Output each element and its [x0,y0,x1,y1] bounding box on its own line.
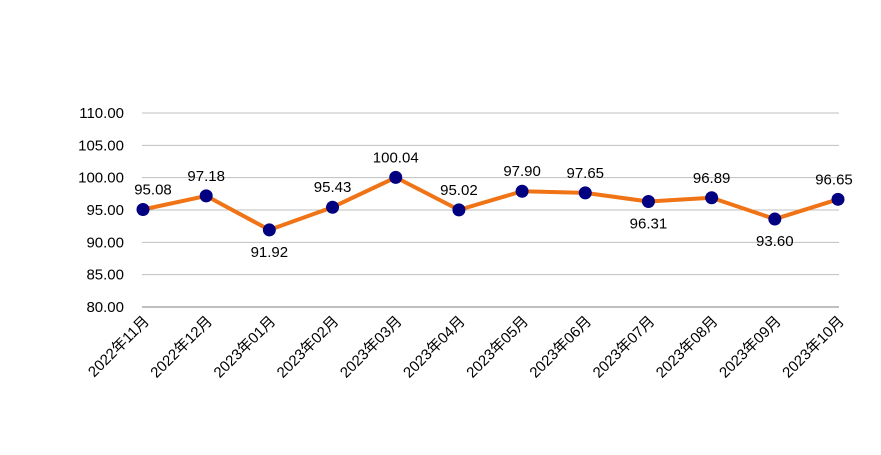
data-point-marker [831,192,845,206]
data-label: 97.65 [566,165,604,182]
data-label: 95.43 [314,179,352,196]
data-point-marker [705,191,719,205]
data-point-marker [452,203,466,217]
y-tick-label: 105.00 [78,137,124,154]
data-label: 93.60 [756,233,794,250]
y-tick-label: 110.00 [79,105,124,122]
gridlines [142,112,839,308]
x-tick-label: 2023年06月 [526,313,595,382]
x-axis-ticks: 2022年11月2022年12月2023年01月2023年02月2023年03月… [85,313,848,382]
data-point-marker [389,170,403,184]
y-tick-label: 100.00 [78,170,124,187]
data-point-marker [641,195,655,209]
y-tick-label: 95.00 [86,202,124,219]
x-tick-label: 2023年08月 [653,313,722,382]
x-tick-label: 2023年03月 [337,313,406,382]
x-tick-label: 2023年10月 [779,313,848,382]
data-point-marker [136,202,150,216]
x-tick-label: 2022年12月 [147,313,216,382]
series-line-layer [141,175,840,232]
x-tick-label: 2023年02月 [274,313,343,382]
data-point-marker [326,200,340,214]
data-label: 91.92 [251,244,289,261]
x-tick-label: 2023年04月 [400,313,469,382]
data-label: 96.89 [693,170,731,187]
data-label: 95.02 [440,182,478,199]
y-axis-ticks: 80.00 85.00 90.00 95.00 100.00 105.00 110.00 [78,105,124,316]
data-labels: 95.08 97.18 91.92 95.43 100.04 95.02 97.90 97.6… [134,149,853,261]
y-tick-label: 90.00 [86,234,124,251]
data-point-marker [768,212,782,226]
series-line [141,175,840,232]
series-markers [136,170,845,237]
data-point-marker [515,184,529,198]
data-label: 96.31 [630,216,668,233]
x-tick-label: 2023年07月 [590,313,659,382]
x-tick-label: 2022年11月 [85,313,153,381]
data-label: 95.08 [134,181,172,198]
data-point-marker [262,223,276,237]
data-label: 97.90 [503,163,541,180]
y-tick-label: 80.00 [86,299,124,316]
data-label: 96.65 [815,171,853,188]
data-point-marker [578,186,592,200]
x-tick-label: 2023年01月 [211,313,280,382]
data-label: 100.04 [373,149,419,166]
data-point-marker [199,189,213,203]
x-tick-label: 2023年05月 [463,313,532,382]
y-tick-label: 85.00 [86,267,124,284]
x-tick-label: 2023年09月 [716,313,785,382]
data-label: 97.18 [187,168,225,185]
